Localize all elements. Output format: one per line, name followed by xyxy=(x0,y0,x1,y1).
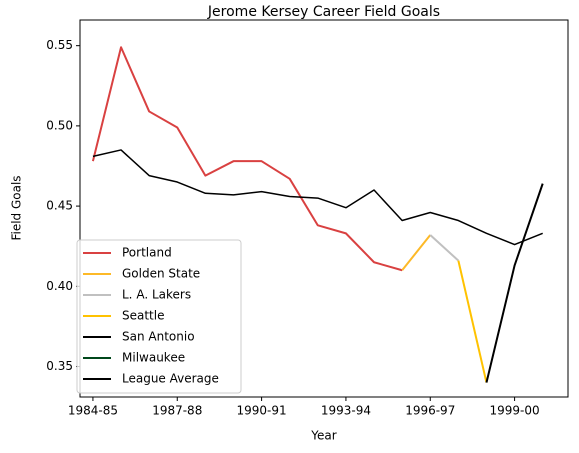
x-tick-label: 1984-85 xyxy=(68,404,118,418)
y-axis-label: Field Goals xyxy=(10,175,24,240)
legend-label: San Antonio xyxy=(122,330,195,344)
x-tick-label: 1990-91 xyxy=(237,404,287,418)
legend-label: League Average xyxy=(122,372,219,386)
x-tick-label: 1999-00 xyxy=(490,404,540,418)
plot-frame xyxy=(79,19,569,398)
y-tick-label: 0.45 xyxy=(46,199,73,213)
x-tick-label: 1987-88 xyxy=(152,404,202,418)
series-line xyxy=(401,234,432,271)
y-tick-label: 0.35 xyxy=(46,359,73,373)
legend-label: Portland xyxy=(122,246,172,260)
series-line xyxy=(92,149,543,246)
chart-title: Jerome Kersey Career Field Goals xyxy=(207,4,440,20)
y-tick-label: 0.55 xyxy=(46,38,73,52)
legend-label: Seattle xyxy=(122,309,164,323)
y-tick-label: 0.50 xyxy=(46,118,73,132)
legend-label: Golden State xyxy=(122,267,200,281)
x-tick-label: 1996-97 xyxy=(405,404,455,418)
series-line xyxy=(485,183,544,383)
series-line xyxy=(429,234,460,262)
y-tick-label: 0.40 xyxy=(46,279,73,293)
legend: Portland Golden State L. A. Lakers Seattle S… xyxy=(76,239,242,394)
series-line xyxy=(91,46,403,272)
legend-label: Milwaukee xyxy=(122,351,185,365)
x-axis-label: Year xyxy=(310,429,336,443)
legend-box xyxy=(76,239,242,394)
legend-label: L. A. Lakers xyxy=(122,288,191,302)
series-line xyxy=(457,260,488,383)
x-tick-label: 1993-94 xyxy=(321,404,371,418)
